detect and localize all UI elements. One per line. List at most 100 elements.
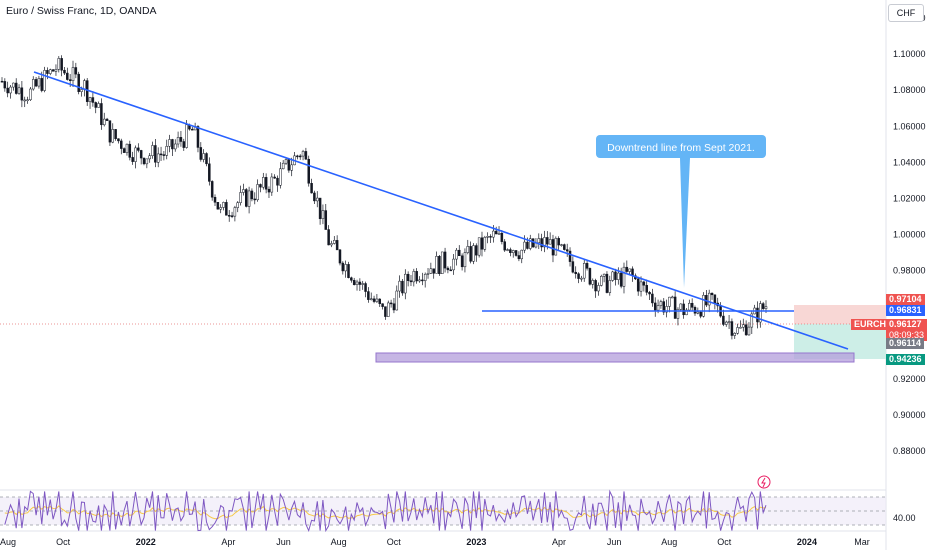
candle-body xyxy=(526,241,529,249)
stop-price-label: 0.94236 xyxy=(886,354,925,365)
candle-body xyxy=(543,237,546,248)
candle-body xyxy=(108,120,112,143)
candle-body xyxy=(23,99,26,102)
candle-body xyxy=(182,141,186,148)
candle-body xyxy=(148,155,151,160)
candle-body xyxy=(452,258,455,271)
candle-body xyxy=(619,272,623,287)
candle-body xyxy=(355,281,359,285)
candle-body xyxy=(17,87,21,94)
candle-body xyxy=(744,324,748,336)
candle-body xyxy=(88,97,92,102)
candle-body xyxy=(3,81,7,89)
candle-body xyxy=(699,311,702,317)
candle-body xyxy=(401,280,404,294)
callout-box xyxy=(596,135,766,158)
candle-body xyxy=(210,181,214,198)
candle-body xyxy=(685,309,688,316)
y-tick-label: 0.98000 xyxy=(893,266,926,276)
currency-button[interactable]: CHF xyxy=(888,4,924,22)
candle-body xyxy=(54,69,58,72)
candle-body xyxy=(247,190,251,207)
candle-body xyxy=(568,250,572,262)
candle-body xyxy=(259,184,262,188)
lightning-icon[interactable] xyxy=(757,475,771,489)
candle-body xyxy=(310,183,313,194)
candle-body xyxy=(600,276,603,286)
candle-body xyxy=(472,245,475,262)
candle-body xyxy=(548,239,552,245)
y-tick-label: 0.88000 xyxy=(893,446,926,456)
candle-body xyxy=(756,307,759,323)
candle-body xyxy=(205,153,208,165)
candle-body xyxy=(191,128,194,131)
candle-body xyxy=(120,140,123,149)
candle-body xyxy=(577,273,580,279)
candle-body xyxy=(173,143,177,150)
candle-body xyxy=(114,129,117,139)
candle-body xyxy=(537,238,541,243)
candle-body xyxy=(344,264,347,272)
candle-body xyxy=(551,239,555,256)
candle-body xyxy=(66,72,69,80)
candle-body xyxy=(435,256,438,274)
candle-body xyxy=(372,298,376,302)
candle-body xyxy=(440,251,444,274)
candle-body xyxy=(100,103,103,126)
candle-body xyxy=(506,249,509,251)
candle-body xyxy=(242,189,245,193)
candle-body xyxy=(227,215,231,217)
candle-body xyxy=(764,306,768,309)
candle-body xyxy=(395,290,399,311)
candle-body xyxy=(267,188,271,193)
candle-body xyxy=(330,243,333,246)
candle-body xyxy=(301,151,305,157)
candle-body xyxy=(134,147,137,162)
candle-body xyxy=(707,292,711,306)
candle-body xyxy=(557,238,560,246)
y-tick-label: 0.92000 xyxy=(893,374,926,384)
x-tick-label: Apr xyxy=(221,537,235,547)
candle-body xyxy=(57,58,61,70)
candle-body xyxy=(102,118,106,126)
candle-body xyxy=(367,291,370,300)
candle-body xyxy=(213,196,217,203)
candle-body xyxy=(588,268,592,285)
candle-body xyxy=(628,268,631,272)
candle-body xyxy=(34,79,38,87)
candle-body xyxy=(423,273,427,281)
candle-body xyxy=(713,294,717,304)
x-tick-label: Oct xyxy=(387,537,402,547)
candle-body xyxy=(361,283,364,285)
candle-body xyxy=(145,158,149,165)
candle-body xyxy=(625,266,629,272)
candle-body xyxy=(77,73,80,92)
candle-body xyxy=(409,280,413,283)
symbol-tag-text: EURCHF xyxy=(851,319,895,330)
callout-text: Downtrend line from Sept 2021. xyxy=(607,142,755,154)
callout[interactable]: Downtrend line from Sept 2021. xyxy=(596,135,766,288)
candle-body xyxy=(281,162,285,170)
entry-price-label: 0.96831 xyxy=(886,305,925,316)
candle-body xyxy=(722,315,725,325)
entry-price-value: 0.96831 xyxy=(886,305,925,316)
candle-body xyxy=(398,280,401,292)
candle-body xyxy=(381,303,384,307)
support-zone[interactable] xyxy=(375,352,855,363)
candle-body xyxy=(475,245,478,256)
downtrend-line[interactable] xyxy=(33,71,849,350)
candle-body xyxy=(168,139,171,147)
candle-body xyxy=(171,139,174,150)
rsi-pane[interactable]: 40.00 xyxy=(0,489,916,533)
candle-body xyxy=(469,246,472,262)
candle-body xyxy=(668,296,671,307)
candle-body xyxy=(676,309,680,319)
candle-body xyxy=(216,202,220,210)
candle-body xyxy=(338,249,342,264)
candle-body xyxy=(97,103,100,108)
candle-body xyxy=(179,137,183,142)
candle-body xyxy=(264,177,268,190)
candle-body xyxy=(679,303,683,310)
